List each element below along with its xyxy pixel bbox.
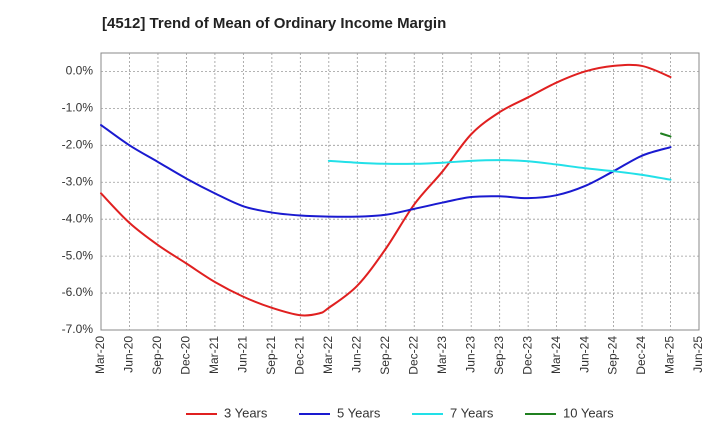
- y-tick-label: -5.0%: [62, 248, 94, 262]
- legend-label-10-years: 10 Years: [563, 405, 614, 420]
- x-tick-label: Jun-24: [577, 336, 591, 373]
- series-layer: [100, 63, 672, 317]
- y-tick-label: -7.0%: [62, 322, 94, 336]
- x-tick-label: Jun-20: [122, 336, 136, 373]
- chart-title: [4512] Trend of Mean of Ordinary Income …: [102, 15, 447, 32]
- x-tick-label: Dec-22: [406, 336, 420, 375]
- y-axis-tick-labels: 0.0% -1.0% -2.0% -3.0% -4.0% -5.0% -6.0% -7.0%: [62, 64, 94, 337]
- x-tick-label: Jun-25: [691, 336, 705, 373]
- y-tick-label: -1.0%: [62, 101, 94, 115]
- x-tick-label: Dec-24: [634, 336, 648, 375]
- legend-label-7-years: 7 Years: [450, 405, 494, 420]
- legend: 3 Years 5 Years 7 Years 10 Years: [186, 405, 614, 420]
- x-tick-label: Mar-23: [435, 336, 449, 374]
- y-tick-label: -4.0%: [62, 211, 94, 225]
- x-tick-label: Mar-24: [549, 336, 563, 374]
- x-tick-label: Sep-20: [150, 336, 164, 375]
- x-tick-label: Sep-21: [264, 336, 278, 375]
- x-tick-label: Dec-20: [179, 336, 193, 375]
- y-tick-label: 0.0%: [66, 64, 94, 78]
- y-tick-label: -6.0%: [62, 285, 94, 299]
- x-tick-label: Mar-21: [207, 336, 221, 374]
- legend-label-3-years: 3 Years: [224, 405, 268, 420]
- plot-area: [100, 52, 700, 331]
- x-tick-label: Mar-22: [321, 336, 335, 374]
- x-tick-label: Mar-25: [663, 336, 677, 374]
- x-tick-label: Sep-22: [378, 336, 392, 375]
- x-tick-label: Dec-21: [293, 336, 307, 375]
- x-tick-label: Jun-23: [463, 336, 477, 373]
- series-line-10-years: [660, 132, 672, 138]
- x-tick-label: Jun-22: [349, 336, 363, 373]
- x-tick-label: Mar-20: [93, 336, 107, 374]
- x-axis-tick-labels: Mar-20 Jun-20 Sep-20 Dec-20 Mar-21 Jun-21 Sep-…: [93, 336, 705, 375]
- series-line-5-years: [100, 124, 672, 218]
- x-tick-label: Sep-23: [492, 336, 506, 375]
- legend-label-5-years: 5 Years: [337, 405, 381, 420]
- x-tick-label: Dec-23: [520, 336, 534, 375]
- series-line-7-years: [327, 159, 672, 181]
- x-tick-label: Sep-24: [606, 336, 620, 375]
- y-tick-label: -2.0%: [62, 138, 94, 152]
- x-tick-label: Jun-21: [236, 336, 250, 373]
- y-tick-label: -3.0%: [62, 174, 94, 188]
- series-line-3-years: [100, 63, 672, 317]
